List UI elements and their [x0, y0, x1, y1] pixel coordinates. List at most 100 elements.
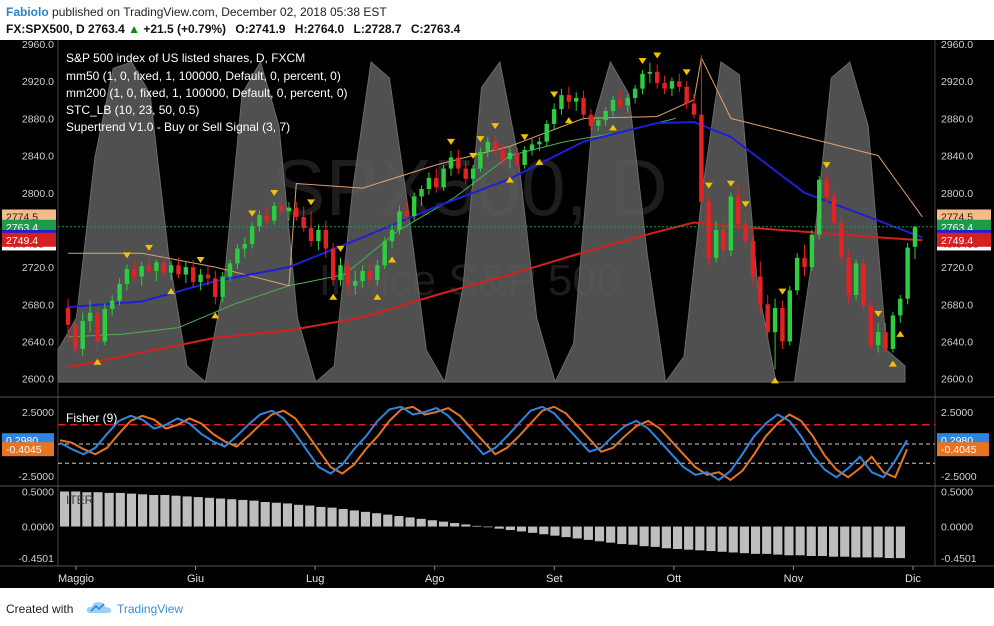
candle-body [780, 308, 785, 342]
y-tick-label-right: 2880.0 [941, 113, 973, 125]
last-price: 2763.4 [88, 22, 125, 36]
y-tick-label-right: 2800.0 [941, 188, 973, 200]
y-tick-label-left: 2640.0 [22, 337, 54, 349]
candle-body [706, 202, 711, 258]
candle-body [470, 168, 476, 179]
candle-body [87, 312, 93, 322]
fisher-trigger-line [59, 405, 908, 482]
iter-bar [862, 526, 872, 558]
iter-bar [851, 526, 861, 558]
iter-pane[interactable]: ITER 0.5000 0.5000 0.0000 0.0000 -0.4501 -0.45… [0, 485, 994, 565]
iter-bar [828, 526, 839, 557]
iter-bar [450, 523, 460, 527]
iter-bar [617, 526, 627, 545]
iter-bar [93, 492, 103, 527]
iter-title: ITER [66, 493, 94, 507]
sell-signal-arrow [307, 199, 316, 206]
candle-body [345, 265, 351, 286]
x-tick-label: Maggio [58, 573, 94, 585]
iter-bar [717, 526, 727, 552]
iter-bar [661, 526, 671, 549]
candle-body [824, 179, 829, 197]
candle-body [839, 222, 844, 258]
price-pane[interactable]: SPX500, DIndice S&P 5002960.02960.02920.… [0, 40, 994, 566]
candle-body [728, 196, 734, 251]
fisher-pane[interactable]: Fisher (9)2.5000 2.5000-2.5000 -2.50000.29… [0, 396, 994, 483]
candle-body [647, 71, 653, 74]
candle-body [73, 324, 78, 349]
iter-bar [360, 511, 371, 527]
candle-body [397, 211, 402, 230]
sell-signal-arrow [520, 134, 529, 141]
iter-bar [405, 517, 415, 527]
candle-body [132, 268, 137, 277]
candle-body [640, 73, 645, 89]
tradingview-cloud-icon[interactable] [86, 599, 112, 615]
buy-signal-arrow [211, 312, 220, 319]
iter-tick-left: -0.4501 [18, 553, 54, 565]
low-label: L: [353, 22, 365, 36]
fisher-title: Fisher (9) [66, 411, 117, 425]
candle-body [404, 211, 410, 216]
symbol-label: FX:SPX500, D [6, 22, 85, 36]
chart-area[interactable]: SPX500, DIndice S&P 5002960.02960.02920.… [0, 40, 994, 588]
candle-body [603, 110, 608, 121]
candle-body [367, 270, 373, 281]
candle-body [65, 308, 71, 325]
candle-body [375, 265, 380, 281]
candle-body [485, 141, 491, 152]
y-tick-label-left: 2600.0 [22, 374, 54, 386]
tradingview-brand[interactable]: TradingView [117, 602, 184, 616]
iter-bar [483, 526, 493, 528]
candle-body [721, 229, 726, 251]
buy-signal-arrow [564, 117, 573, 124]
fisher-badge-label: -0.4045 [941, 444, 977, 456]
candle-body [588, 114, 594, 126]
iter-bar [249, 500, 259, 527]
iter-bar [806, 526, 816, 556]
candle-body [478, 151, 483, 169]
candle-body [610, 99, 616, 111]
iter-bar [583, 526, 593, 540]
candle-body [618, 99, 623, 106]
fisher-badge-label: -0.4045 [6, 444, 42, 456]
iter-bar [817, 526, 827, 556]
candle-body [316, 229, 321, 242]
candle-body [831, 196, 837, 223]
x-tick-label: Lug [306, 573, 324, 585]
iter-bar [739, 526, 749, 554]
candle-body [581, 97, 586, 115]
candle-body [168, 265, 174, 273]
iter-bar [840, 526, 850, 557]
candle-body [434, 177, 439, 188]
iter-bar [104, 492, 114, 527]
sell-signal-arrow [469, 152, 478, 159]
candle-body [765, 304, 770, 333]
candle-body [492, 141, 498, 150]
iter-bar [349, 510, 359, 527]
buy-signal-arrow [329, 293, 338, 300]
ohlc-line: FX:SPX500, D 2763.4 ▲ +21.5 (+0.79%) O:2… [6, 22, 460, 36]
low-value: 2728.7 [364, 22, 402, 36]
iter-bar [494, 526, 504, 529]
time-axis[interactable]: Maggio Giu Lug Ago Set Ott Nov Dic [0, 565, 994, 585]
candle-body [853, 263, 859, 296]
iter-bar [238, 499, 248, 527]
iter-bar [461, 524, 471, 527]
fisher-tick-left: -2.5000 [18, 471, 54, 483]
sell-signal-arrow [336, 245, 345, 252]
y-tick-label-right: 2680.0 [941, 299, 973, 311]
candle-body [655, 71, 660, 84]
candle-body [529, 144, 535, 150]
iter-bar [260, 502, 270, 527]
candle-body [249, 226, 255, 244]
sell-signal-arrow [196, 256, 205, 263]
fisher-tick-right: 2.5000 [941, 407, 973, 419]
iter-bar [795, 526, 805, 556]
iter-bar [762, 526, 772, 554]
iter-bar [884, 526, 894, 559]
y-tick-label-right: 2840.0 [941, 151, 973, 163]
candle-body [566, 95, 572, 102]
candle-body [154, 262, 159, 271]
author-name[interactable]: Fabiolo [6, 5, 49, 19]
